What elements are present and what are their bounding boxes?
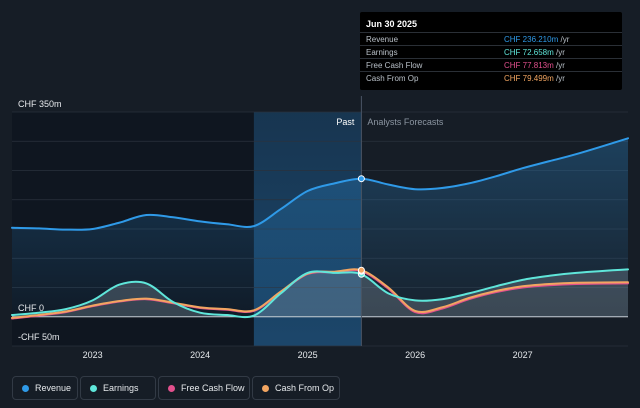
tooltip-row-earnings: Earnings CHF 72.658m /yr bbox=[360, 45, 622, 59]
tooltip-title: Jun 30 2025 bbox=[366, 19, 418, 29]
tooltip-row-cash-from-op: Cash From Op CHF 79.499m /yr bbox=[360, 71, 622, 85]
tooltip-label: Earnings bbox=[366, 48, 398, 57]
legend-item-revenue[interactable]: Revenue bbox=[12, 376, 78, 400]
x-tick-label: 2026 bbox=[405, 350, 425, 360]
tooltip-row-free-cash-flow: Free Cash Flow CHF 77.813m /yr bbox=[360, 58, 622, 72]
highlight-markers bbox=[357, 175, 365, 278]
x-axis-ticks: 2023 2024 2025 2026 2027 bbox=[83, 350, 533, 360]
tooltip-row-revenue: Revenue CHF 236.210m /yr bbox=[360, 32, 622, 46]
earnings-dot-icon bbox=[90, 385, 97, 392]
tooltip-value: CHF 72.658m /yr bbox=[504, 48, 565, 57]
x-tick-label: 2027 bbox=[513, 350, 533, 360]
tooltip-value: CHF 236.210m /yr bbox=[504, 35, 570, 44]
y-label-zero: CHF 0 bbox=[18, 303, 44, 313]
cash-from-op-dot-icon bbox=[262, 385, 269, 392]
legend-label: Cash From Op bbox=[275, 383, 335, 393]
tooltip-value: CHF 77.813m /yr bbox=[504, 61, 565, 70]
x-tick-label: 2023 bbox=[83, 350, 103, 360]
earnings-area bbox=[12, 269, 628, 318]
legend-label: Revenue bbox=[35, 383, 72, 393]
forecast-label: Analysts Forecasts bbox=[367, 117, 444, 127]
tooltip: Jun 30 2025 Revenue CHF 236.210m /yr Ear… bbox=[360, 12, 622, 90]
legend-label: Earnings bbox=[103, 383, 139, 393]
x-tick-label: 2025 bbox=[298, 350, 318, 360]
legend-label: Free Cash Flow bbox=[181, 383, 245, 393]
tooltip-value: CHF 79.499m /yr bbox=[504, 74, 565, 83]
legend-item-cash-from-op[interactable]: Cash From Op bbox=[252, 376, 340, 400]
series-line-revenue bbox=[11, 137, 629, 231]
legend-item-free-cash-flow[interactable]: Free Cash Flow bbox=[158, 376, 250, 400]
tooltip-label: Cash From Op bbox=[366, 74, 419, 83]
series-lines bbox=[11, 137, 629, 320]
y-label-bottom: -CHF 50m bbox=[18, 332, 60, 342]
tooltip-label: Free Cash Flow bbox=[366, 61, 423, 70]
y-label-top: CHF 350m bbox=[18, 99, 62, 109]
legend-item-earnings[interactable]: Earnings bbox=[80, 376, 156, 400]
tooltip-label: Revenue bbox=[366, 35, 399, 44]
x-tick-label: 2024 bbox=[190, 350, 210, 360]
revenue-dot-icon bbox=[22, 385, 29, 392]
free-cash-flow-dot-icon bbox=[168, 385, 175, 392]
series-line-earnings bbox=[11, 268, 629, 319]
marker-cash-from-op bbox=[357, 266, 365, 274]
past-label: Past bbox=[336, 117, 355, 127]
marker-revenue bbox=[357, 175, 365, 183]
